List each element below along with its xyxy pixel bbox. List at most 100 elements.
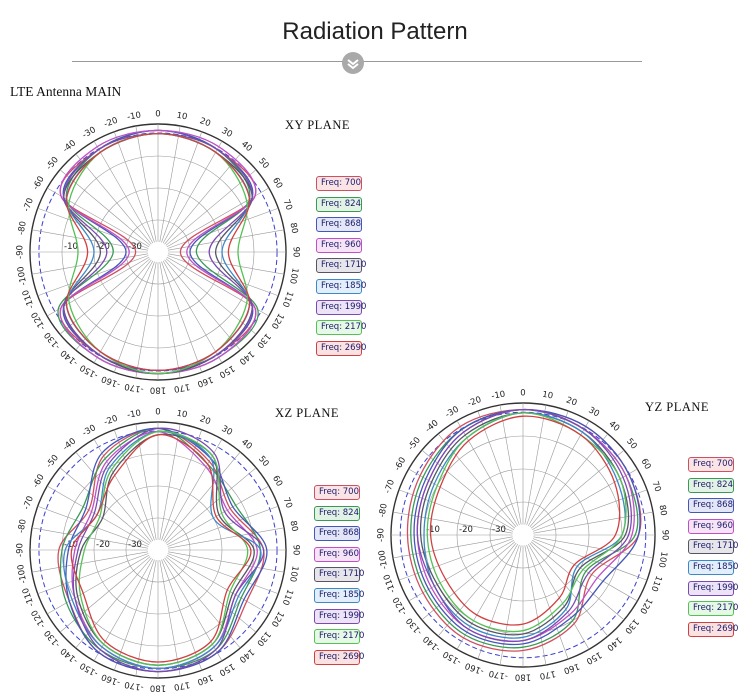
grid-spoke (93, 260, 154, 364)
grid-spoke (524, 404, 547, 525)
radial-tick-label: -20 (96, 540, 110, 550)
grid-spoke (135, 560, 157, 677)
legend-item: Freq: 1710 (314, 567, 364, 583)
grid-spoke (59, 258, 151, 335)
legend-item: Freq: 868 (314, 526, 360, 542)
grid-spoke (159, 262, 181, 379)
angle-tick-label: -170 (124, 679, 145, 692)
grid-spoke (529, 433, 609, 528)
angle-tick-label: -50 (406, 436, 423, 453)
angle-tick-label: -80 (378, 503, 390, 518)
legend-item: Freq: 1990 (314, 608, 364, 624)
angle-tick-label: 90 (660, 530, 670, 541)
angle-tick-label: 30 (220, 126, 234, 140)
legend-item: Freq: 868 (688, 498, 734, 514)
angle-tick-label: 120 (269, 311, 286, 330)
radial-tick-label: -30 (492, 525, 506, 535)
grid-spoke (526, 410, 569, 526)
angle-tick-label: -90 (16, 543, 26, 557)
radial-tick-label: -20 (96, 242, 110, 252)
legend-item: Freq: 960 (688, 518, 734, 534)
grid-spoke (161, 559, 203, 671)
legend-item: Freq: 2690 (314, 649, 364, 665)
grid-spoke (113, 261, 155, 373)
grid-spoke (532, 489, 648, 532)
angle-tick-label: -70 (383, 478, 397, 494)
angle-tick-label: 180 (150, 385, 166, 395)
angle-tick-label: 170 (173, 679, 191, 692)
legend-item: Freq: 1710 (688, 539, 738, 555)
angle-tick-label: -30 (81, 125, 98, 141)
grid-spoke (165, 258, 257, 335)
angle-tick-label: -50 (44, 155, 61, 172)
angle-tick-label: 80 (288, 520, 300, 532)
yz-legend: Freq: 700 Freq: 824 Freq: 868 Freq: 960 Freq… (688, 457, 738, 642)
angle-tick-label: 90 (291, 545, 301, 556)
antenna-subtitle: LTE Antenna MAIN (10, 84, 122, 99)
grid-spoke (31, 527, 148, 549)
grid-spoke (162, 140, 223, 244)
angle-tick-label: -90 (16, 245, 26, 259)
legend-item: Freq: 824 (314, 505, 360, 521)
legend-item: Freq: 2170 (688, 601, 738, 617)
grid-spoke (159, 423, 181, 540)
angle-tick-label: -100 (16, 564, 29, 585)
angle-tick-label: 40 (607, 419, 622, 434)
angle-tick-label: -160 (100, 373, 122, 389)
angle-tick-label: 20 (198, 116, 212, 129)
angle-tick-label: 100 (656, 551, 669, 569)
angle-tick-label: -110 (382, 573, 398, 595)
grid-spoke (398, 489, 514, 532)
radial-tick-label: -30 (128, 242, 142, 252)
angle-tick-label: -20 (103, 116, 119, 130)
angle-tick-label: -170 (124, 381, 145, 394)
grid-spoke (162, 260, 223, 364)
series-line (65, 132, 251, 372)
grid-spoke (477, 410, 520, 526)
angle-tick-label: 10 (176, 111, 188, 123)
angle-tick-label: 110 (280, 588, 295, 607)
angle-tick-label: -100 (16, 266, 29, 287)
grid-spoke (526, 544, 569, 660)
grid-spoke (168, 551, 285, 573)
grid-spoke (75, 451, 152, 543)
angle-tick-label: 120 (637, 596, 654, 615)
series-line (67, 132, 249, 375)
legend-item: Freq: 960 (314, 546, 360, 562)
angle-tick-label: 90 (291, 247, 301, 258)
angle-tick-label: 40 (239, 437, 254, 452)
legend-item: Freq: 824 (316, 196, 362, 212)
grid-spoke (166, 485, 270, 546)
grid-spoke (37, 505, 149, 547)
xz-polar-chart: 0 10 2030405060708090100110120130140150160… (16, 408, 301, 693)
angle-tick-label: 60 (270, 176, 284, 190)
angle-tick-label: 180 (515, 672, 531, 682)
angle-tick-label: -90 (377, 528, 387, 542)
legend-item: Freq: 2170 (314, 629, 364, 645)
angle-tick-label: 40 (239, 139, 254, 154)
radial-tick-label: -10 (64, 242, 78, 252)
angle-tick-label: 10 (541, 390, 553, 402)
angle-tick-label: 20 (198, 414, 212, 427)
angle-tick-label: 0 (155, 408, 160, 418)
grid-spoke (135, 125, 157, 242)
legend-item: Freq: 700 (316, 176, 362, 191)
angle-tick-label: -50 (44, 453, 61, 470)
angle-tick-label: -10 (491, 390, 506, 402)
angle-tick-label: 80 (656, 504, 668, 516)
grid-spoke (161, 131, 203, 243)
grid-spoke (164, 153, 241, 245)
chevron-down-icon (342, 52, 364, 74)
angle-tick-label: -40 (424, 418, 441, 435)
angle-tick-label: 0 (155, 110, 160, 120)
grid-spoke (528, 543, 590, 650)
series-line (413, 408, 641, 646)
grid-spoke (499, 404, 522, 525)
angle-tick-label: 80 (288, 222, 300, 234)
angle-tick-label: 60 (270, 474, 284, 488)
angle-tick-label: -170 (488, 668, 509, 681)
grid-spoke (37, 553, 149, 595)
radial-tick-label: -10 (426, 525, 440, 535)
angle-tick-label: 110 (280, 290, 295, 309)
angle-tick-label: -80 (16, 518, 28, 533)
